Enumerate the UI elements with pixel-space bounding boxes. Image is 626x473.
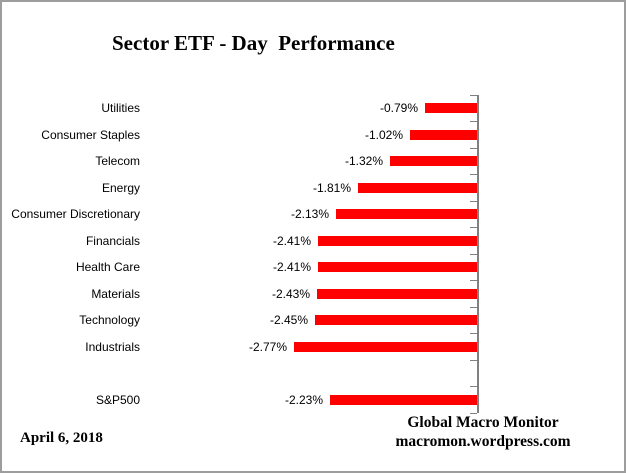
value-label: -0.79% — [379, 101, 418, 116]
bar — [390, 156, 477, 167]
value-label: -2.41% — [272, 233, 311, 248]
category-label: Health Care — [75, 260, 140, 275]
axis-tick — [470, 94, 477, 96]
category-label: Utilities — [101, 101, 140, 116]
value-label: -2.41% — [272, 260, 311, 275]
bar — [330, 394, 477, 405]
bar — [318, 235, 477, 246]
category-label: Consumer Discretionary — [11, 207, 140, 222]
bar — [425, 103, 477, 114]
date-label: April 6, 2018 — [20, 430, 103, 446]
bar — [318, 262, 477, 273]
value-label: -2.23% — [284, 392, 323, 407]
category-label: Industrials — [85, 339, 140, 354]
axis-tick — [470, 386, 477, 387]
category-label: Technology — [79, 313, 140, 328]
axis-tick — [470, 359, 477, 361]
axis-tick — [470, 333, 477, 334]
bar — [358, 182, 477, 193]
value-label: -1.81% — [312, 180, 351, 195]
category-label: Financials — [85, 233, 140, 248]
value-label: -1.02% — [364, 127, 403, 142]
axis-tick — [470, 147, 477, 149]
category-label: Materials — [91, 286, 140, 301]
bar — [294, 341, 477, 352]
axis-tick — [470, 280, 477, 281]
value-label: -2.13% — [290, 207, 329, 222]
axis-tick — [470, 174, 477, 175]
value-label: -2.77% — [248, 339, 287, 354]
axis-tick — [470, 227, 477, 228]
axis-tick — [470, 306, 477, 308]
category-label: Energy — [101, 180, 140, 195]
axis-tick — [470, 253, 477, 255]
axis-tick — [470, 121, 477, 122]
attribution: Global Macro Monitor macromon.wordpress.… — [394, 413, 572, 451]
bar — [315, 315, 477, 326]
category-label: S&P500 — [95, 392, 140, 407]
category-label: Telecom — [95, 154, 140, 169]
value-label: -2.45% — [269, 313, 308, 328]
bar — [336, 209, 477, 220]
value-label: -2.43% — [271, 286, 310, 301]
axis-tick — [470, 200, 477, 202]
category-label: Consumer Staples — [41, 127, 140, 142]
value-label: -1.32% — [344, 154, 383, 169]
bar — [410, 129, 477, 140]
axis-tick — [470, 412, 477, 414]
attribution-url: macromon.wordpress.com — [395, 433, 571, 450]
chart-title: Sector ETF - Day Performance — [112, 31, 395, 55]
bar — [317, 288, 477, 299]
attribution-source: Global Macro Monitor — [407, 414, 559, 431]
value-axis-line — [477, 95, 479, 413]
